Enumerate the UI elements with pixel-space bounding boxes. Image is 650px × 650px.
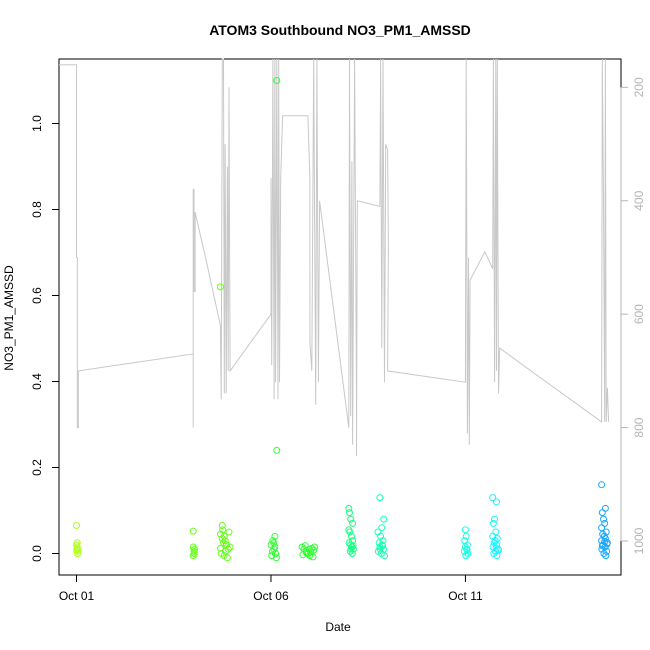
data-point — [491, 547, 499, 555]
y-tick-label: 1.0 — [30, 115, 44, 132]
data-point — [218, 535, 226, 542]
x-axis: Oct 01 Oct 06 Oct 11 — [59, 574, 483, 603]
data-point — [346, 528, 354, 536]
data-point — [74, 550, 82, 557]
data-point — [216, 530, 224, 538]
plot-frame — [58, 58, 622, 576]
secondary-y-axis: 200 400 600 800 1000 — [620, 77, 646, 554]
chart-title: ATOM3 Southbound NO3_PM1_AMSSD — [209, 22, 471, 38]
data-point — [599, 541, 607, 549]
data-point — [273, 446, 281, 454]
data-point — [493, 498, 500, 506]
data-point — [73, 522, 80, 529]
data-point — [462, 532, 470, 540]
secondary-y-tick-label: 400 — [632, 190, 646, 210]
y-axis-label: NO3_PM1_AMSSD — [2, 265, 16, 371]
data-point — [273, 77, 281, 84]
data-point — [298, 543, 306, 551]
data-point — [74, 546, 82, 554]
data-point — [272, 554, 280, 562]
secondary-y-tick-label: 800 — [632, 417, 646, 437]
data-point — [492, 544, 500, 552]
data-point — [378, 524, 386, 532]
data-point — [380, 515, 388, 523]
data-point — [189, 527, 197, 535]
data-point — [349, 519, 357, 527]
x-tick-label: Oct 01 — [59, 589, 95, 603]
secondary-y-tick-label: 600 — [632, 304, 646, 324]
data-point — [376, 494, 384, 502]
data-point — [598, 481, 606, 489]
y-tick-label: 0.4 — [30, 373, 44, 390]
secondary-y-tick-label: 1000 — [632, 527, 646, 554]
y-tick-label: 0.6 — [30, 287, 44, 304]
data-point — [489, 494, 497, 502]
x-axis-label: Date — [325, 620, 351, 634]
data-point — [603, 540, 611, 548]
data-point — [491, 515, 499, 523]
data-point — [225, 528, 233, 536]
data-points-layer — [73, 77, 611, 562]
y-tick-label: 0.2 — [30, 459, 44, 476]
data-point — [489, 519, 497, 527]
data-point — [216, 544, 224, 552]
data-point — [345, 504, 353, 512]
data-point — [73, 539, 81, 547]
data-point — [601, 504, 609, 512]
data-point — [309, 553, 317, 561]
data-point — [216, 283, 224, 291]
data-point — [270, 539, 278, 547]
data-point — [463, 541, 471, 549]
data-point — [271, 532, 279, 540]
y-axis: 0.0 0.2 0.4 0.6 0.8 1.0 — [30, 115, 60, 562]
data-point — [223, 554, 231, 562]
data-point — [463, 546, 471, 554]
data-point — [348, 532, 355, 540]
x-tick-label: Oct 06 — [253, 589, 289, 603]
data-point — [347, 545, 355, 553]
y-tick-label: 0.8 — [30, 201, 44, 218]
data-point — [495, 546, 502, 554]
pressure-trace-line — [59, 58, 610, 456]
data-point — [598, 537, 606, 545]
data-point — [223, 541, 231, 549]
data-point — [492, 528, 500, 536]
data-point — [461, 526, 469, 534]
data-point — [226, 543, 234, 551]
data-point — [191, 545, 199, 553]
data-point — [598, 509, 606, 517]
data-point — [189, 552, 197, 560]
data-point — [598, 524, 606, 532]
data-point — [379, 537, 387, 545]
data-point — [347, 515, 355, 523]
data-point — [222, 547, 229, 555]
data-point — [269, 547, 276, 555]
data-point — [346, 509, 353, 517]
data-point — [220, 532, 228, 540]
data-point — [218, 522, 226, 529]
data-point — [464, 550, 472, 557]
data-point — [348, 550, 356, 557]
pressure-trace-layer — [59, 58, 610, 456]
data-point — [73, 543, 81, 551]
data-point — [305, 545, 313, 553]
data-point — [602, 528, 610, 536]
data-point — [379, 542, 387, 550]
data-point — [600, 515, 607, 523]
data-point — [602, 552, 610, 560]
data-point — [600, 550, 608, 557]
data-point — [219, 526, 227, 534]
y-tick-label: 0.0 — [30, 545, 44, 562]
data-point — [301, 542, 309, 550]
data-point — [299, 551, 307, 559]
secondary-y-tick-label: 200 — [632, 77, 646, 97]
data-point — [349, 542, 357, 550]
x-tick-label: Oct 11 — [448, 589, 483, 603]
data-point — [381, 552, 388, 560]
